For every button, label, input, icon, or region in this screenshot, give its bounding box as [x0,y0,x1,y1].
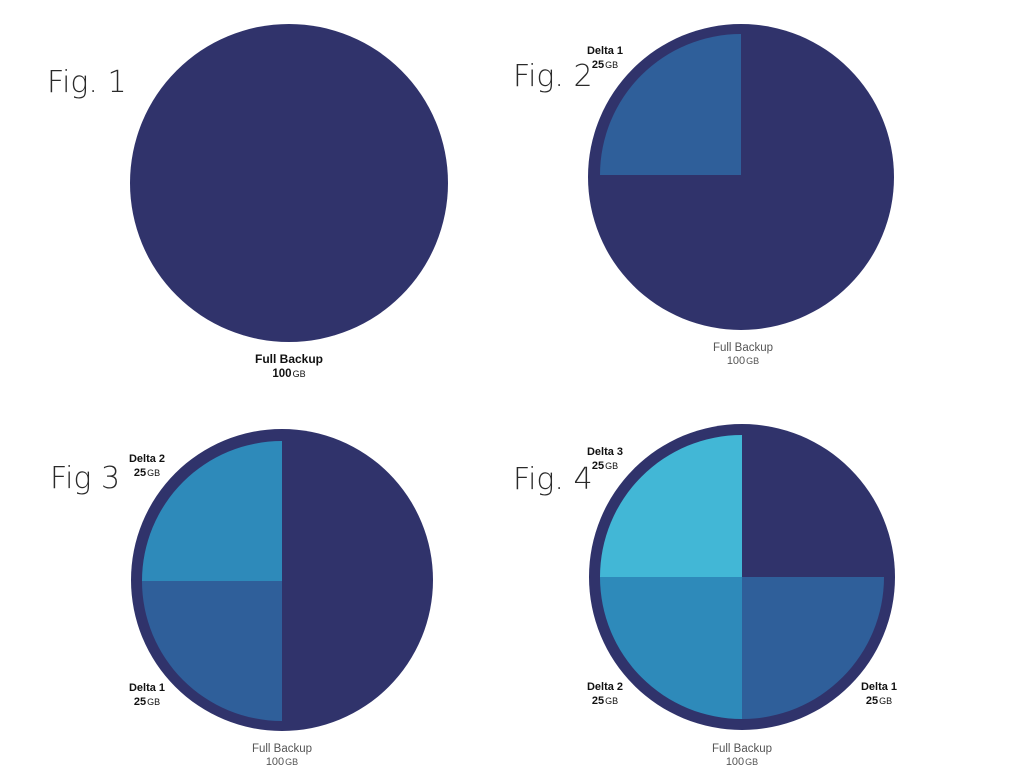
full-backup-size: 100GB [265,756,299,769]
delta-size: 25GB [865,694,893,707]
figure-4-delta-1-label: Delta 1 25GB [850,681,908,709]
figure-3-full-backup-label: Full Backup 100GB [232,742,332,770]
full-backup-size: 100GB [725,756,759,769]
figure-4-title: Fig. 4 [513,462,593,497]
full-backup-name: Full Backup [711,743,773,755]
delta-2-slice [142,441,282,581]
delta-1-slice [142,581,282,721]
figure-3-delta-2-label: Delta 2 25GB [118,453,176,481]
delta-size: 25GB [591,58,619,71]
delta-name: Delta 3 [586,446,624,458]
delta-name: Delta 1 [128,682,166,694]
figure-3-delta-1-label: Delta 1 25GB [118,682,176,710]
delta-name: Delta 1 [586,45,624,57]
delta-2-slice [600,577,742,719]
figure-2-title: Fig. 2 [513,59,593,94]
full-backup-name: Full Backup [712,342,774,354]
delta-name: Delta 2 [586,681,624,693]
delta-1-slice [600,34,741,175]
figure-1-full-backup-label: Full Backup 100GB [239,352,339,382]
figure-1-title: Fig. 1 [47,65,127,100]
full-backup-name: Full Backup [254,352,323,366]
full-backup-name: Full Backup [251,743,313,755]
delta-size: 25GB [133,466,161,479]
figure-4-full-backup-label: Full Backup 100GB [692,742,792,770]
delta-size: 25GB [591,459,619,472]
delta-name: Delta 2 [128,453,166,465]
full-backup-size: 100GB [726,355,760,368]
figure-4-delta-3-label: Delta 3 25GB [576,446,634,474]
delta-size: 25GB [591,694,619,707]
delta-1-slice [742,577,884,719]
figure-2-full-backup-label: Full Backup 100GB [693,341,793,369]
full-backup-size: 100GB [272,368,306,380]
delta-3-slice [600,435,742,577]
figure-4-delta-2-label: Delta 2 25GB [576,681,634,709]
figure-2-delta-1-label: Delta 1 25GB [576,45,634,73]
delta-size: 25GB [133,695,161,708]
full-backup-slice [130,24,448,342]
figure-3-title: Fig 3 [50,461,121,496]
delta-name: Delta 1 [860,681,898,693]
